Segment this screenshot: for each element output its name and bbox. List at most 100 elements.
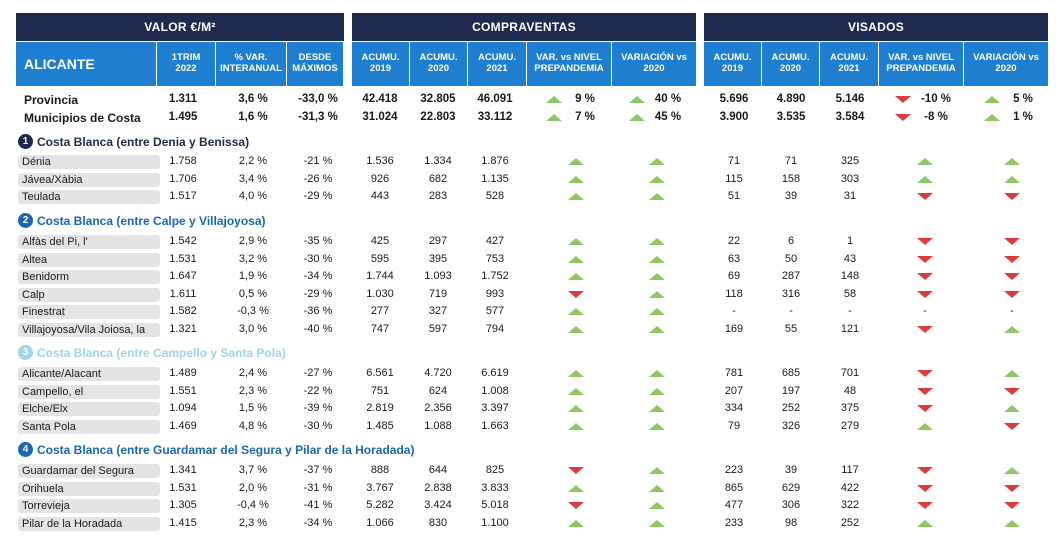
arrow-down-icon	[917, 193, 933, 200]
comp-2019: 1.066	[366, 517, 394, 529]
comp-2020: 283	[428, 190, 448, 202]
comp-2020: 597	[428, 323, 448, 335]
comp-2019: 595	[370, 253, 390, 265]
section-title: 4 Costa Blanca (entre Guardamar del Segur…	[18, 442, 414, 457]
vis-2020: 6	[787, 235, 795, 247]
arrow-up-icon	[1004, 467, 1020, 474]
comp-2019: 2.819	[366, 402, 394, 414]
valor-var: 2,3 %	[238, 385, 268, 397]
vis-2020: 55	[784, 323, 798, 335]
valor-trim: 1.094	[169, 402, 197, 414]
arrow-up-icon	[568, 238, 584, 245]
region-label: ALICANTE	[16, 42, 156, 86]
arrow-up-icon	[1004, 176, 1020, 183]
section-number-badge: 1	[18, 134, 33, 149]
valor-max: -35 %	[303, 235, 333, 247]
vis-2021: 58	[843, 288, 857, 300]
arrow-down-icon	[568, 502, 584, 509]
arrow-up-icon	[629, 96, 645, 103]
section-title-text: Costa Blanca (entre Campello y Santa Pol…	[37, 345, 286, 360]
valor-trim: 1.489	[169, 367, 197, 379]
vis-2019: 334	[724, 402, 744, 414]
vis-col-header: ACUMU. 2021	[820, 42, 878, 86]
compraventas-header: COMPRAVENTAS	[352, 13, 696, 41]
comp-2021: 1.752	[481, 270, 509, 282]
valor-var: 1,9 %	[238, 270, 268, 282]
vis-2020: 287	[781, 270, 801, 282]
summary-row-name: Municipios de Costa	[24, 111, 141, 125]
vis-2021: 252	[840, 517, 860, 529]
arrow-up-icon	[546, 114, 562, 121]
comp-2020: 327	[428, 305, 448, 317]
vis-2021: 121	[840, 323, 860, 335]
valor-max: -36 %	[303, 305, 333, 317]
vis-2020: 158	[781, 173, 801, 185]
arrow-down-icon	[1004, 193, 1020, 200]
arrow-down-icon	[1004, 291, 1020, 298]
arrow-up-icon	[568, 370, 584, 377]
vis-2020: 39	[784, 190, 798, 202]
arrow-down-icon	[917, 485, 933, 492]
comp-2019: 6.561	[366, 367, 394, 379]
valor-trim: 1.321	[169, 323, 197, 335]
comp-2021: 753	[485, 253, 505, 265]
arrow-up-icon	[649, 326, 665, 333]
vis-2019: 5.696	[719, 93, 749, 105]
vis-2019: 3.900	[719, 111, 749, 123]
valor-header: VALOR €/M²	[16, 13, 344, 41]
arrow-up-icon	[1004, 370, 1020, 377]
valor-var: 3,7 %	[238, 464, 268, 476]
valor-trim: 1.341	[169, 464, 197, 476]
vis-2021: 31	[843, 190, 857, 202]
vis-2021: 117	[841, 464, 859, 476]
comp-2021: 993	[485, 288, 505, 300]
arrow-up-icon	[649, 193, 665, 200]
valor-max: -31,3 %	[298, 111, 338, 123]
valor-var: 2,9 %	[238, 235, 268, 247]
municipality-name: Calp	[18, 288, 160, 302]
arrow-down-icon	[917, 405, 933, 412]
comp-2020: 624	[428, 385, 448, 397]
comp-2019: 277	[370, 305, 390, 317]
valor-var: 2,2 %	[238, 155, 268, 167]
valor-trim: 1.551	[169, 385, 197, 397]
municipality-name: Benidorm	[18, 270, 160, 284]
valor-var: -0,4 %	[237, 499, 269, 511]
summary-row-name: Provincia	[24, 93, 79, 107]
comp-2021: 1.876	[481, 155, 509, 167]
valor-max: -34 %	[303, 517, 333, 529]
arrow-up-icon	[917, 158, 933, 165]
arrow-up-icon	[568, 326, 584, 333]
vis-2020: 316	[781, 288, 801, 300]
arrow-up-icon	[984, 96, 1000, 103]
municipality-name: Santa Pola	[18, 420, 160, 434]
valor-trim: 1.415	[169, 517, 197, 529]
arrow-up-icon	[568, 158, 584, 165]
comp-2021: 794	[485, 323, 505, 335]
vis-2019: 22	[727, 235, 741, 247]
vis-2020: 197	[781, 385, 801, 397]
valor-var: 2,3 %	[238, 517, 268, 529]
arrow-up-icon	[649, 423, 665, 430]
comp-2019: 3.767	[366, 482, 394, 494]
arrow-up-icon	[1004, 326, 1020, 333]
valor-max: -33,0 %	[298, 93, 338, 105]
comp-2021: 1.008	[481, 385, 509, 397]
valor-trim: 1.495	[168, 111, 198, 123]
arrow-up-icon	[1004, 520, 1020, 527]
section-title: 1 Costa Blanca (entre Denia y Benissa)	[18, 134, 249, 149]
arrow-up-icon	[649, 176, 665, 183]
comp-var-2020-value: 45 %	[654, 111, 682, 123]
municipality-name: Alfàs del Pi, l'	[18, 235, 160, 249]
comp-2021: 3.397	[481, 402, 509, 414]
comp-2020: 682	[428, 173, 448, 185]
section-number-badge: 2	[18, 213, 33, 228]
vis-2019: 51	[727, 190, 741, 202]
arrow-up-icon	[568, 176, 584, 183]
arrow-up-icon	[546, 96, 562, 103]
comp-2020: 3.424	[424, 499, 452, 511]
valor-var: 2,4 %	[238, 367, 268, 379]
comp-2019: 926	[370, 173, 390, 185]
vis-2020: 98	[784, 517, 798, 529]
arrow-up-icon	[568, 405, 584, 412]
